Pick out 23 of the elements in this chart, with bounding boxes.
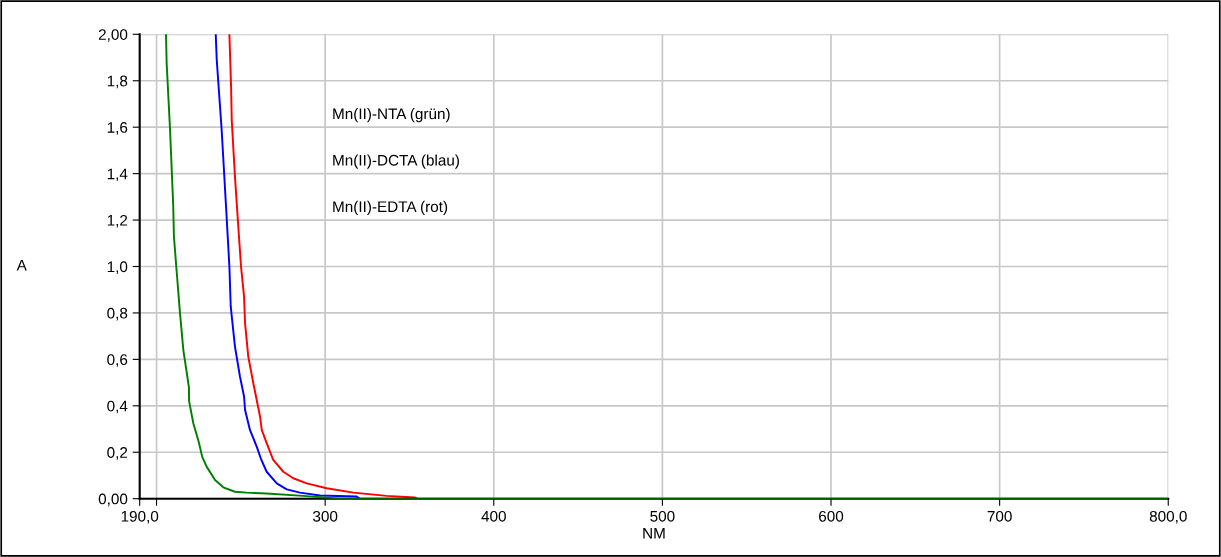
y-tick-label: 0,00 <box>98 493 128 507</box>
y-tick-label: 2,00 <box>98 29 128 42</box>
annotation: Mn(II)-NTA (grün) <box>333 107 450 123</box>
y-tick-label: 0,8 <box>107 307 128 321</box>
x-tick-label: 190,0 <box>121 510 159 524</box>
annotation: Mn(II)-DCTA (blau) <box>333 154 459 169</box>
x-tick-label: 300 <box>313 510 338 522</box>
y-tick-label: 1,2 <box>107 214 128 228</box>
x-tick-label: 700 <box>987 510 1012 522</box>
x-tick-label: 600 <box>819 510 844 522</box>
y-tick-label: 1,6 <box>107 122 128 135</box>
annotation: Mn(II)-EDTA (rot) <box>333 200 448 216</box>
x-tick-label: 500 <box>650 510 675 522</box>
y-axis-title: A <box>16 259 27 271</box>
x-tick-label: 400 <box>481 510 506 522</box>
x-axis-title: NM <box>643 528 665 539</box>
y-tick-label: 1,8 <box>107 75 128 89</box>
y-tick-label: 0,6 <box>107 354 128 367</box>
y-tick-label: 0,4 <box>107 400 128 414</box>
x-tick-label: 800,0 <box>1149 510 1187 524</box>
y-tick-label: 1,4 <box>107 168 128 182</box>
y-tick-label: 1,0 <box>107 261 128 274</box>
y-tick-label: 0,2 <box>107 447 128 460</box>
